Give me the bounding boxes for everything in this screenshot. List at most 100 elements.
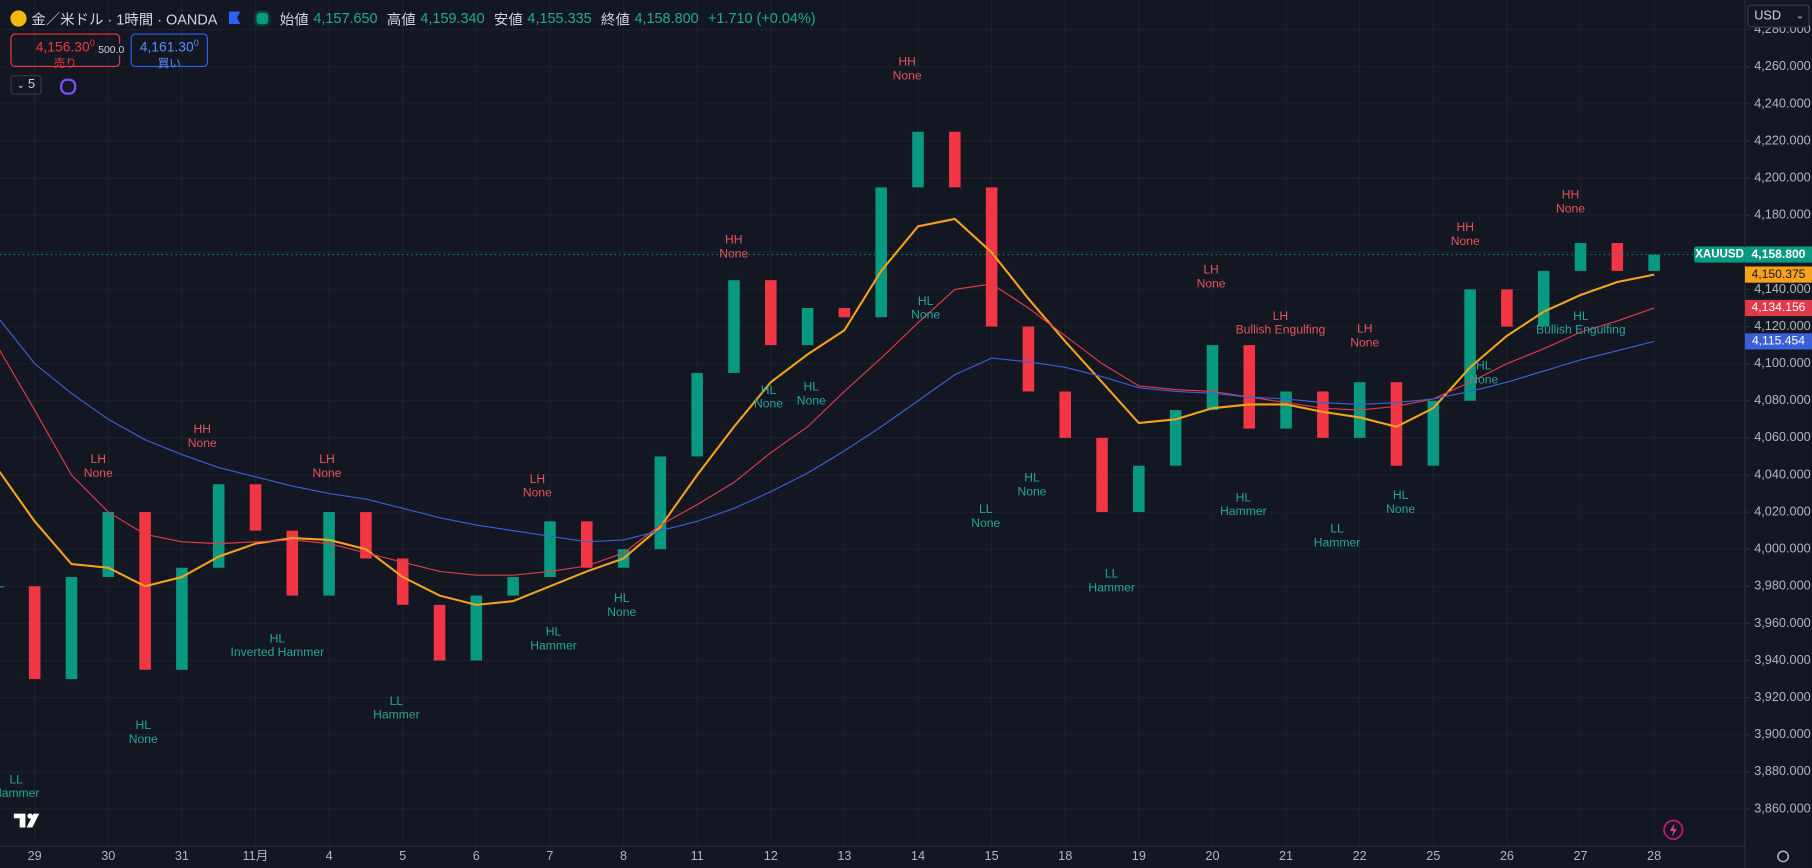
x-tick-label: 7 — [546, 848, 553, 863]
y-tick-label: 3,940.000 — [1754, 652, 1811, 667]
x-tick-label: 28 — [1647, 848, 1661, 863]
pivot-label: LL — [390, 694, 404, 708]
symbol-name[interactable]: 金／米ドル · 1時間 · OANDA — [31, 11, 218, 28]
pivot-label: HH — [898, 55, 916, 69]
y-tick-label: 4,260.000 — [1754, 58, 1811, 73]
candle — [691, 372, 703, 457]
x-tick-label: 31 — [175, 848, 189, 863]
x-tick-label: 20 — [1205, 848, 1219, 863]
candle — [1464, 289, 1476, 401]
indicator-icon[interactable] — [60, 78, 77, 95]
pivot-label: LH — [319, 452, 334, 466]
currency-select[interactable]: USD ⌄ — [1747, 4, 1810, 28]
sell-label: 売り — [53, 57, 77, 71]
y-tick-label: 4,100.000 — [1754, 355, 1811, 370]
tv-logo[interactable] — [13, 813, 40, 828]
pivot-label: HL — [1024, 471, 1040, 485]
y-tick-label: 3,980.000 — [1754, 578, 1811, 593]
candle — [765, 280, 777, 346]
y-tick-label: 3,920.000 — [1754, 689, 1811, 704]
flag-icon[interactable] — [228, 11, 241, 25]
change-value: +1.710 (+0.04%) — [707, 9, 816, 27]
candle — [249, 484, 262, 531]
y-tick-label: 4,220.000 — [1754, 132, 1811, 147]
candle — [1096, 437, 1108, 513]
candle — [102, 512, 115, 578]
pivot-pattern: None — [1556, 201, 1585, 215]
ma-price-label: 4,150.375 — [1751, 267, 1805, 281]
y-tick-label: 4,140.000 — [1754, 281, 1811, 296]
buy-price: 4,161.30 — [139, 38, 194, 56]
y-tick-label: 3,860.000 — [1754, 800, 1811, 815]
x-tick-label: 14 — [911, 848, 925, 863]
alert-icon[interactable] — [1663, 819, 1684, 840]
candle — [1537, 270, 1550, 327]
candle — [1133, 465, 1145, 513]
pivot-pattern: Hammer — [0, 786, 39, 800]
ma-price-label: 4,134.156 — [1751, 300, 1805, 314]
buy-label: 買い — [157, 57, 181, 71]
pivot-label: LL — [9, 772, 23, 786]
candle — [801, 307, 814, 346]
pivot-label: HL — [614, 591, 630, 605]
pivot-pattern: None — [1350, 335, 1379, 349]
candle — [985, 187, 998, 327]
pivot-label: LH — [90, 452, 105, 466]
candle — [470, 595, 483, 661]
pivot-label: HL — [803, 379, 819, 393]
candle — [1501, 289, 1513, 327]
pivot-label: HL — [1236, 490, 1252, 504]
candle — [1243, 345, 1256, 429]
axes: 3,860.000 3,880.000 3,900.000 3,920.000 3,94… — [28, 21, 1812, 863]
buy-button[interactable]: 4,161.300 買い — [130, 33, 209, 71]
pivot-label: HH — [1457, 220, 1475, 234]
candle — [728, 280, 740, 373]
pivot-label: HL — [1393, 488, 1409, 502]
pivot-pattern: None — [1469, 372, 1498, 386]
pivot-pattern: None — [129, 732, 158, 746]
x-tick-label: 11月 — [243, 848, 269, 863]
x-tick-label: 30 — [101, 848, 115, 863]
ma-price-badge — [1744, 266, 1812, 283]
x-tick-label: 5 — [399, 848, 406, 863]
chevron: ⌄ — [1796, 10, 1804, 21]
grid — [0, 0, 1745, 846]
candle — [1206, 345, 1219, 411]
indicator-toggle[interactable]: ⌄ 5 — [10, 75, 42, 95]
candle — [875, 187, 887, 318]
candle — [1648, 254, 1660, 271]
pivot-label: HH — [1562, 188, 1580, 202]
high-value: 4,159.340 — [420, 9, 485, 27]
candle — [1022, 326, 1035, 392]
y-tick-label: 4,240.000 — [1754, 95, 1811, 110]
settings-icon[interactable] — [1777, 850, 1790, 863]
pivot-label: LH — [1357, 322, 1372, 336]
candle — [139, 512, 151, 670]
candle — [323, 512, 335, 596]
candle — [28, 586, 41, 680]
pivot-label: LL — [979, 502, 993, 516]
sell-price-sup: 0 — [89, 38, 95, 49]
x-tick-label: 22 — [1353, 848, 1367, 863]
candle — [65, 577, 78, 680]
pivot-pattern: None — [1017, 485, 1046, 499]
sell-price-row: 4,156.300 — [12, 36, 119, 56]
candle — [1280, 391, 1292, 429]
y-tick-label: 4,040.000 — [1754, 466, 1811, 481]
y-tick-label: 4,020.000 — [1754, 503, 1811, 518]
close-label: 終値 — [600, 11, 630, 28]
spread: 500.0 — [97, 43, 126, 56]
x-tick-label: 25 — [1426, 848, 1440, 863]
ma-price-badge — [1744, 333, 1812, 350]
y-tick-label: 3,960.000 — [1754, 615, 1811, 630]
candle — [1427, 400, 1440, 466]
pivot-label: HL — [918, 294, 934, 308]
pivot-label: LH — [1273, 309, 1288, 323]
pivot-label: HH — [725, 233, 743, 247]
pivot-pattern: None — [911, 308, 940, 322]
x-tick-label: 19 — [1132, 848, 1146, 863]
market-status[interactable] — [254, 9, 271, 27]
pivot-label: HL — [136, 718, 152, 732]
